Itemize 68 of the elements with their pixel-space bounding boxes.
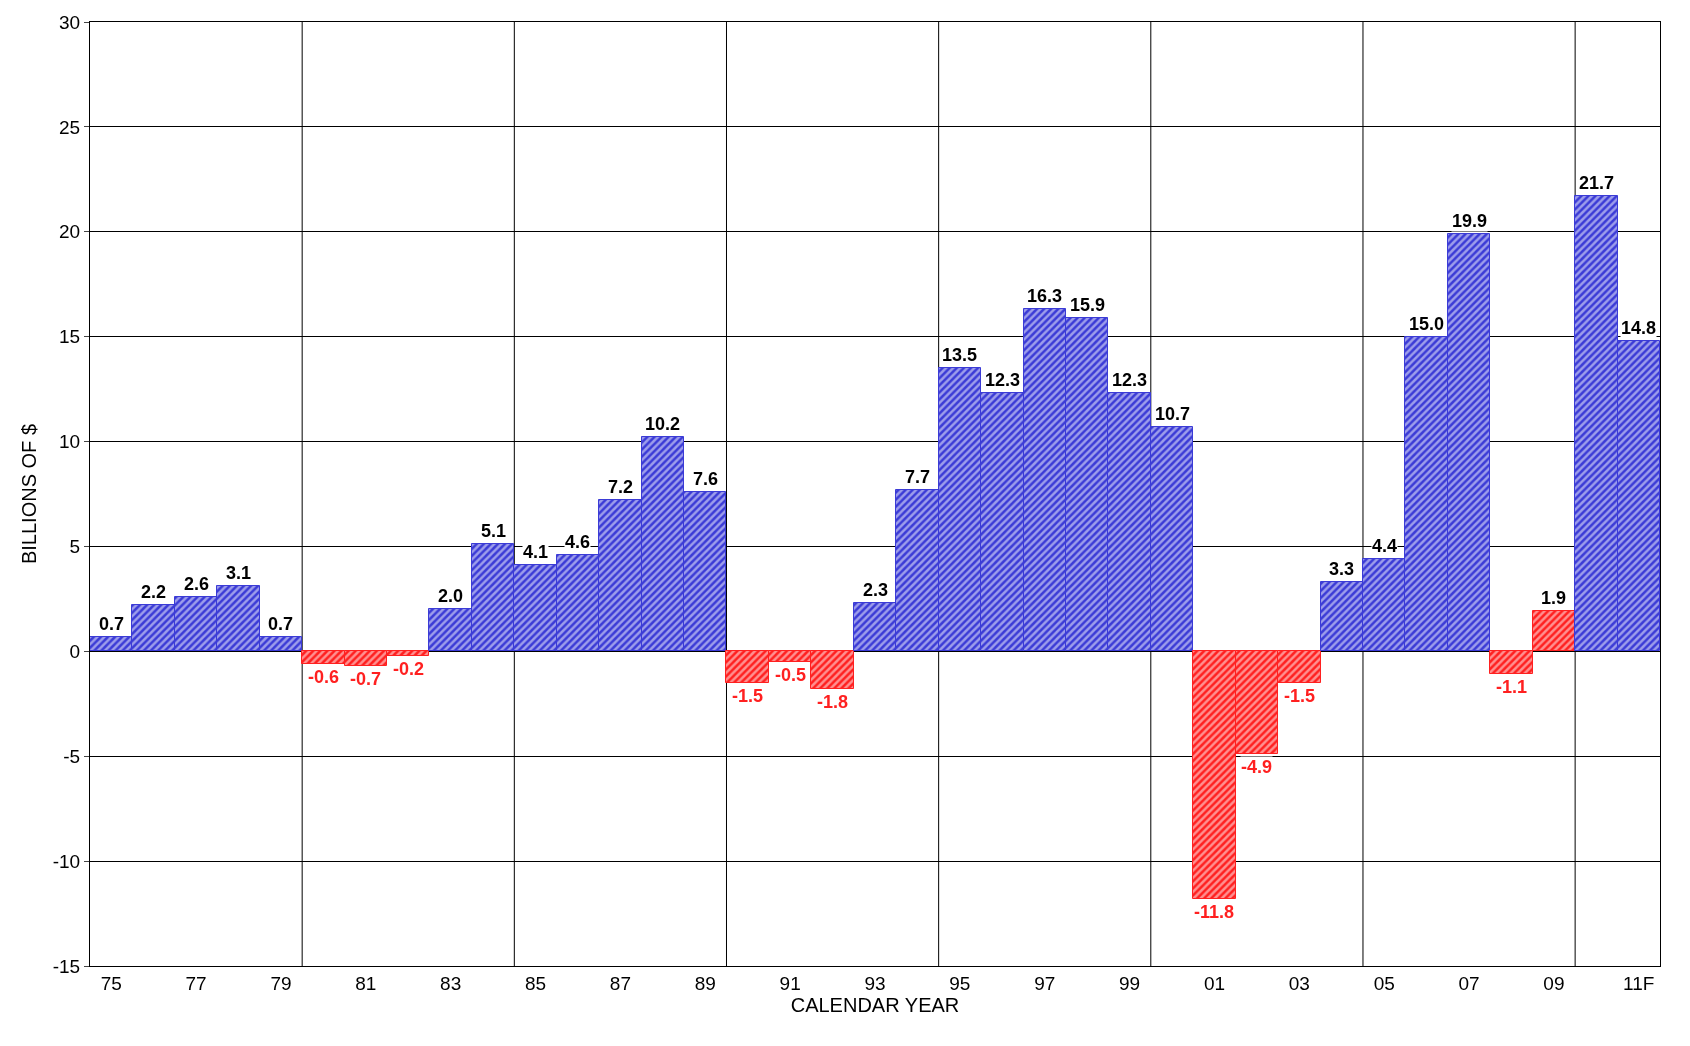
data-label: -0.5 (775, 665, 807, 685)
y-tick-label: 25 (59, 116, 81, 138)
x-tick-label: 11F (1623, 972, 1655, 994)
data-label: 12.3 (1112, 370, 1148, 390)
data-label: -0.7 (350, 669, 382, 689)
x-tick-label: 95 (949, 972, 971, 994)
x-axis-title: CALENDAR YEAR (790, 993, 960, 1016)
data-label: 2.3 (863, 580, 889, 600)
x-tick-label: 79 (270, 972, 292, 994)
data-label: 2.6 (184, 574, 210, 594)
data-label: 10.7 (1155, 404, 1191, 424)
data-label: 21.7 (1579, 173, 1615, 193)
data-label: 0.7 (268, 614, 294, 634)
x-tick-label: 05 (1373, 972, 1395, 994)
x-tick-label: 03 (1288, 972, 1310, 994)
data-label: 4.6 (565, 532, 591, 552)
y-tick-label: 20 (59, 221, 81, 243)
data-label: -1.5 (1284, 686, 1316, 706)
data-label: 5.1 (481, 521, 507, 541)
data-label: 16.3 (1027, 286, 1063, 306)
data-label: 3.1 (226, 563, 252, 583)
x-tick-label: 97 (1034, 972, 1056, 994)
x-tick-label: 89 (694, 972, 716, 994)
y-tick-label: -10 (52, 850, 81, 872)
data-label: -0.2 (393, 659, 425, 679)
data-label: 3.3 (1329, 559, 1355, 579)
x-tick-label: 01 (1203, 972, 1226, 994)
x-tick-label: 91 (779, 972, 801, 994)
data-label: -1.5 (732, 686, 764, 706)
y-tick-label: 5 (69, 536, 81, 558)
x-tick-label: 09 (1543, 972, 1565, 994)
data-label: 7.7 (905, 467, 931, 487)
y-tick-label: -5 (63, 745, 81, 767)
y-tick-label: 30 (59, 11, 81, 33)
x-tick-label: 75 (100, 972, 122, 994)
data-label: -1.1 (1496, 677, 1528, 697)
data-label: 7.6 (693, 469, 719, 489)
y-tick-label: 15 (59, 326, 81, 348)
data-label: 4.1 (523, 542, 549, 562)
y-axis-title: BILLIONS OF $ (18, 423, 41, 565)
data-label: 7.2 (608, 477, 634, 497)
x-tick-label: 07 (1458, 972, 1480, 994)
data-label: 19.9 (1452, 211, 1488, 231)
data-label: -0.6 (308, 667, 340, 687)
data-label: -1.8 (817, 692, 849, 712)
x-tick-label: 81 (355, 972, 377, 994)
data-label: 0.7 (99, 614, 125, 634)
data-label: 13.5 (942, 345, 978, 365)
x-tick-label: 87 (609, 972, 631, 994)
data-label: 10.2 (645, 414, 681, 434)
x-tick-label: 83 (440, 972, 462, 994)
data-label: -11.8 (1194, 902, 1235, 922)
y-tick-label: -15 (52, 955, 81, 977)
data-label: 2.2 (141, 582, 167, 602)
data-label: 1.9 (1541, 588, 1567, 608)
data-label: 14.8 (1621, 318, 1657, 338)
y-tick-label: 0 (69, 640, 81, 662)
data-label: 2.0 (438, 586, 464, 606)
data-label: 4.4 (1372, 536, 1398, 556)
x-tick-label: 93 (864, 972, 886, 994)
x-tick-label: 77 (185, 972, 207, 994)
y-tick-label: 10 (59, 431, 81, 453)
data-label: 12.3 (985, 370, 1021, 390)
x-tick-label: 85 (524, 972, 547, 994)
data-label: 15.9 (1070, 295, 1106, 315)
x-tick-label: 99 (1119, 972, 1141, 994)
data-label: -4.9 (1241, 757, 1273, 777)
data-label: 15.0 (1409, 314, 1445, 334)
